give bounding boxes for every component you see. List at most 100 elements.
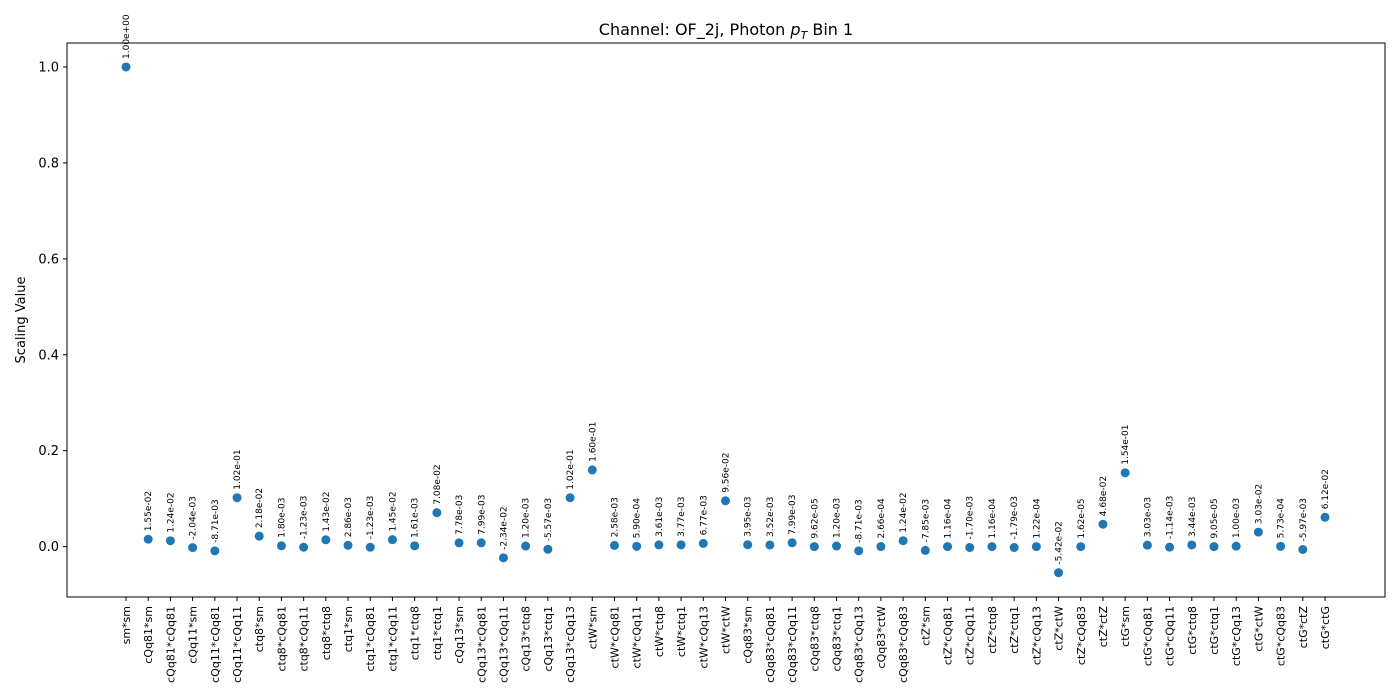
x-tick-label: ctZ*ctZ	[1097, 606, 1110, 648]
data-point	[365, 542, 375, 552]
data-point	[1320, 512, 1330, 522]
data-point	[1276, 541, 1286, 551]
x-tick-label: ctZ*ctW	[1053, 606, 1066, 651]
data-point	[565, 493, 575, 503]
x-tick-label: cQq83*cQq11	[786, 606, 799, 683]
x-tick-label: cQq11*sm	[187, 606, 200, 664]
data-label: 1.00e-03	[1232, 498, 1242, 538]
data-point	[232, 493, 242, 503]
x-tick-label: ctG*cQq81	[1141, 606, 1154, 666]
data-points	[121, 62, 1330, 578]
data-point	[721, 496, 730, 506]
data-point	[676, 540, 686, 550]
data-label: -1.14e-03	[1166, 496, 1176, 540]
x-tick-label: ctq1*ctq1	[431, 606, 444, 660]
data-label: -8.71e-03	[855, 499, 865, 543]
x-tick-label: ctW*ctq1	[675, 606, 688, 657]
data-label: 9.56e-02	[722, 453, 732, 493]
data-point	[632, 541, 642, 551]
data-label: 1.60e-01	[588, 422, 598, 462]
data-label: 5.73e-04	[1277, 498, 1287, 539]
x-tick-label: ctW*cQq11	[631, 606, 644, 668]
data-point	[787, 538, 797, 548]
data-point	[143, 534, 153, 544]
x-tick-label: ctG*cQq83	[1275, 606, 1288, 666]
data-point	[832, 541, 842, 551]
chart-title-math-sub: T	[801, 29, 809, 42]
data-point	[1165, 542, 1175, 552]
x-tick-label: cQq13*sm	[453, 606, 466, 664]
data-point	[188, 543, 198, 553]
data-point	[321, 535, 331, 545]
data-label: 3.44e-03	[1188, 497, 1198, 537]
x-tick-label: cQq11*cQq11	[231, 606, 244, 683]
data-point	[210, 546, 220, 556]
data-label: 4.68e-02	[1099, 476, 1109, 516]
data-label: 1.54e-01	[1121, 424, 1131, 464]
x-tick-label: cQq13*cQq11	[497, 606, 510, 683]
data-point	[609, 540, 619, 550]
data-point	[1031, 542, 1041, 552]
x-tick-label: cQq13*cQq13	[564, 606, 577, 683]
data-label: 3.03e-02	[1254, 484, 1264, 524]
data-point	[543, 544, 553, 554]
plot-frame	[66, 42, 1386, 598]
data-label: 1.62e-05	[1077, 498, 1087, 538]
data-point	[410, 541, 420, 551]
data-label: -1.23e-03	[300, 496, 310, 540]
data-point	[476, 538, 486, 548]
x-tick-label: ctG*cQq13	[1230, 606, 1243, 666]
data-point	[765, 540, 775, 550]
x-tick-label: ctG*ctq1	[1208, 606, 1221, 655]
data-point	[454, 538, 464, 548]
data-label: 1.02e-01	[566, 449, 576, 489]
data-point	[432, 508, 442, 518]
x-tick-label: cQq83*cQq13	[853, 606, 866, 683]
x-tick-label: ctZ*sm	[919, 606, 932, 646]
data-label: 1.61e-03	[411, 498, 421, 538]
data-point	[1187, 540, 1197, 550]
data-label: 3.52e-03	[766, 497, 776, 537]
x-tick-label: ctq8*sm	[253, 606, 266, 652]
x-tick-label: ctG*cQq11	[1164, 606, 1177, 666]
chart-title-suffix: Bin 1	[807, 20, 853, 39]
data-point	[276, 541, 286, 551]
data-point	[1120, 468, 1130, 478]
y-tick-label: 0.0	[38, 540, 59, 555]
data-label: 1.00e+00	[122, 14, 132, 59]
data-point	[299, 542, 309, 552]
data-label: 1.24e-02	[166, 492, 176, 532]
y-tick-label: 0.6	[38, 252, 59, 267]
data-label: -2.34e-02	[499, 506, 509, 550]
x-tick-label: ctZ*ctq1	[1008, 606, 1021, 654]
data-label: -5.57e-03	[544, 498, 554, 542]
data-label: 6.77e-03	[699, 495, 709, 535]
x-tick-label: ctZ*cQq83	[1075, 606, 1088, 665]
data-point	[809, 542, 819, 552]
x-tick-label: ctW*cQq81	[608, 606, 621, 668]
data-point	[1231, 541, 1241, 551]
data-label: 1.45e-02	[388, 491, 398, 531]
data-point	[698, 538, 708, 548]
x-tick-label: ctW*ctq8	[653, 606, 666, 657]
x-tick-label: cQq83*cQq83	[897, 606, 910, 683]
x-tick-label: cQq13*ctq1	[542, 606, 555, 672]
data-point	[343, 540, 353, 550]
data-label: 7.99e-03	[788, 495, 798, 535]
x-tick-label: ctZ*ctq8	[986, 606, 999, 654]
x-tick-label: cQq83*ctq8	[808, 606, 821, 672]
data-point	[743, 540, 753, 550]
x-tick-label: ctG*ctG	[1319, 606, 1332, 649]
data-label: 7.08e-02	[433, 464, 443, 504]
data-point	[1209, 542, 1219, 552]
x-tick-label: ctq8*cQq81	[275, 606, 288, 672]
data-label: 1.43e-02	[322, 491, 332, 531]
data-point	[654, 540, 664, 550]
x-tick-label: ctW*cQq13	[697, 606, 710, 668]
chart-title-math-p: p	[789, 20, 800, 39]
data-point	[587, 465, 597, 475]
data-labels: 1.00e+00 1.55e-02 1.24e-02 -2.04e-03 -8.71e-…	[122, 14, 1331, 564]
data-label: 1.16e-04	[988, 498, 998, 539]
data-label: 1.22e-04	[1032, 498, 1042, 539]
